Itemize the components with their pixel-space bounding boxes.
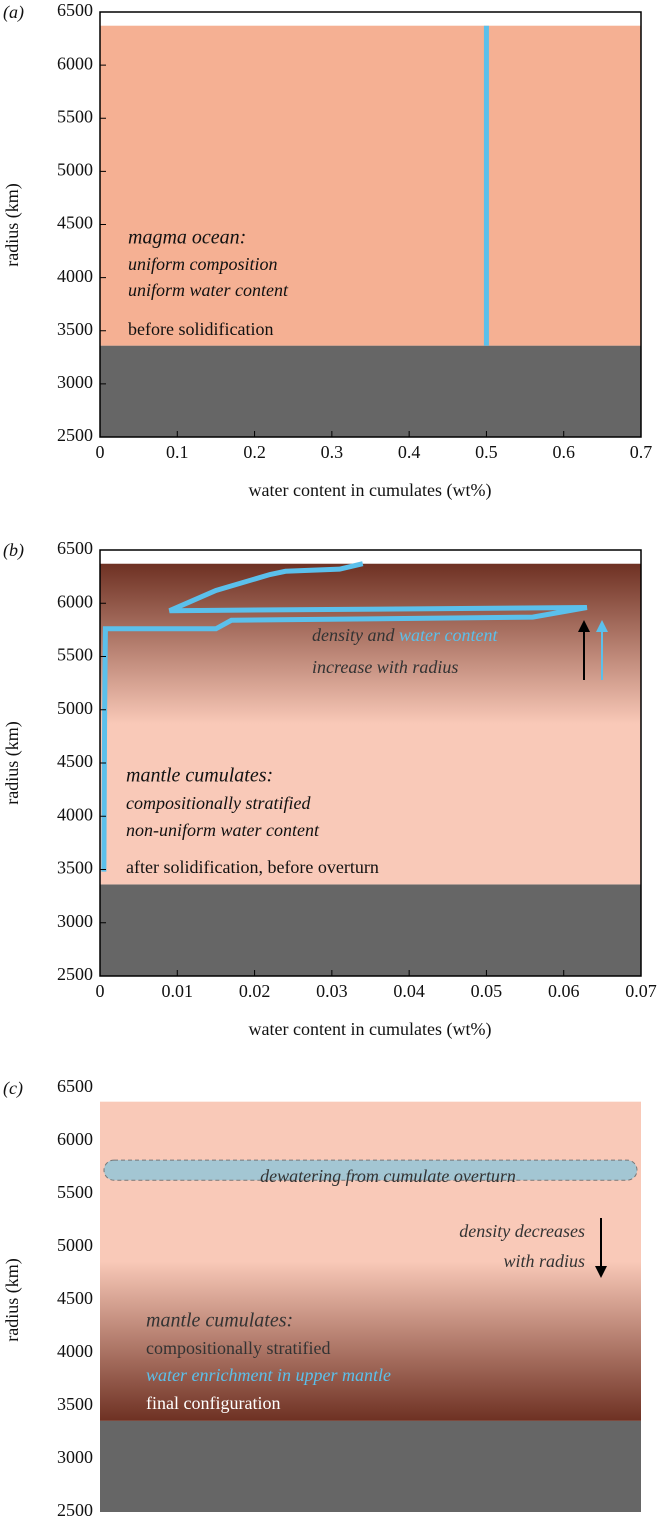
annotation: before solidification bbox=[128, 319, 273, 339]
y-tick-label: 6000 bbox=[57, 1129, 93, 1149]
arrow-head bbox=[578, 620, 590, 632]
x-tick-label: 0.1 bbox=[166, 442, 189, 462]
x-tick-label: 0.02 bbox=[239, 981, 271, 1001]
y-tick-label: 3000 bbox=[57, 1447, 93, 1467]
x-tick-label: 0.3 bbox=[321, 442, 344, 462]
y-tick-label: 2500 bbox=[57, 964, 93, 984]
x-tick-label: 0.07 bbox=[625, 981, 657, 1001]
y-tick-label: 5000 bbox=[57, 1235, 93, 1255]
annotation: increase with radius bbox=[312, 657, 458, 677]
y-tick-label: 2500 bbox=[57, 425, 93, 445]
dewatering-band bbox=[103, 1159, 638, 1181]
panel-label: (b) bbox=[3, 540, 24, 561]
annotation: mantle cumulates: bbox=[126, 765, 273, 787]
x-tick-label: 0.04 bbox=[393, 981, 425, 1001]
x-tick-label: 0.2 bbox=[243, 442, 266, 462]
mantle-region bbox=[100, 25, 641, 346]
x-tick-label: 0 bbox=[96, 981, 105, 1001]
y-tick-label: 3500 bbox=[57, 1394, 93, 1414]
panel-label: (a) bbox=[3, 2, 24, 23]
annotation-part: density and bbox=[312, 625, 395, 645]
annotation: compositionally stratified bbox=[126, 793, 311, 813]
annotation: magma ocean: bbox=[128, 227, 246, 249]
y-tick-label: 4500 bbox=[57, 751, 93, 771]
y-tick-label: 4000 bbox=[57, 804, 93, 824]
annotation: uniform composition bbox=[128, 254, 278, 274]
y-tick-label: 6000 bbox=[57, 53, 93, 73]
x-tick-label: 0.05 bbox=[471, 981, 503, 1001]
x-axis-label: water content in cumulates (wt%) bbox=[249, 480, 492, 501]
annotation: with radius bbox=[503, 1251, 585, 1271]
arrow-head bbox=[596, 620, 608, 632]
y-tick-label: 5000 bbox=[57, 698, 93, 718]
x-axis-label: water content in cumulates (wt%) bbox=[249, 1019, 492, 1040]
y-axis-label: radius (km) bbox=[2, 721, 23, 804]
y-tick-label: 5500 bbox=[57, 1182, 93, 1202]
annotation-part: water content bbox=[399, 625, 498, 645]
panel-label: (c) bbox=[3, 1078, 23, 1099]
x-tick-label: 0.06 bbox=[548, 981, 580, 1001]
y-tick-label: 2500 bbox=[57, 1500, 93, 1520]
annotation: uniform water content bbox=[128, 280, 289, 300]
x-tick-label: 0 bbox=[96, 442, 105, 462]
y-tick-label: 3000 bbox=[57, 372, 93, 392]
x-tick-label: 0.7 bbox=[630, 442, 653, 462]
annotation: density decreases bbox=[459, 1221, 585, 1241]
x-tick-label: 0.6 bbox=[552, 442, 575, 462]
y-tick-label: 4500 bbox=[57, 213, 93, 233]
x-tick-label: 0.5 bbox=[475, 442, 498, 462]
y-tick-label: 3000 bbox=[57, 911, 93, 931]
y-tick-label: 5500 bbox=[57, 106, 93, 126]
annotation: non-uniform water content bbox=[126, 820, 320, 840]
y-tick-label: 3500 bbox=[57, 319, 93, 339]
core-region bbox=[100, 884, 641, 976]
x-tick-label: 0.01 bbox=[162, 981, 194, 1001]
y-tick-label: 4500 bbox=[57, 1288, 93, 1308]
annotation: dewatering from cumulate overturn bbox=[260, 1166, 516, 1186]
y-tick-label: 5500 bbox=[57, 645, 93, 665]
y-axis-label: radius (km) bbox=[2, 183, 23, 266]
annotation: water enrichment in upper mantle bbox=[146, 1365, 391, 1385]
annotation: density and water content bbox=[312, 625, 498, 645]
core-region bbox=[100, 1420, 641, 1512]
annotation: compositionally stratified bbox=[146, 1338, 330, 1358]
y-tick-label: 6500 bbox=[57, 538, 93, 558]
annotation: mantle cumulates: bbox=[146, 1310, 293, 1332]
y-tick-label: 3500 bbox=[57, 858, 93, 878]
y-tick-label: 6500 bbox=[57, 0, 93, 20]
y-tick-label: 4000 bbox=[57, 1341, 93, 1361]
y-axis-label: radius (km) bbox=[2, 1258, 23, 1341]
annotation: final configuration bbox=[146, 1393, 280, 1413]
core-region bbox=[100, 345, 641, 437]
y-tick-label: 6000 bbox=[57, 591, 93, 611]
y-tick-label: 6500 bbox=[57, 1076, 93, 1096]
mantle-region bbox=[100, 1101, 641, 1421]
x-tick-label: 0.03 bbox=[316, 981, 348, 1001]
arrow-head bbox=[595, 1266, 607, 1278]
y-tick-label: 5000 bbox=[57, 160, 93, 180]
y-tick-label: 4000 bbox=[57, 266, 93, 286]
water-profile bbox=[101, 561, 588, 872]
marks bbox=[99, 11, 642, 1512]
annotation: after solidification, before overturn bbox=[126, 857, 379, 877]
x-tick-label: 0.4 bbox=[398, 442, 421, 462]
